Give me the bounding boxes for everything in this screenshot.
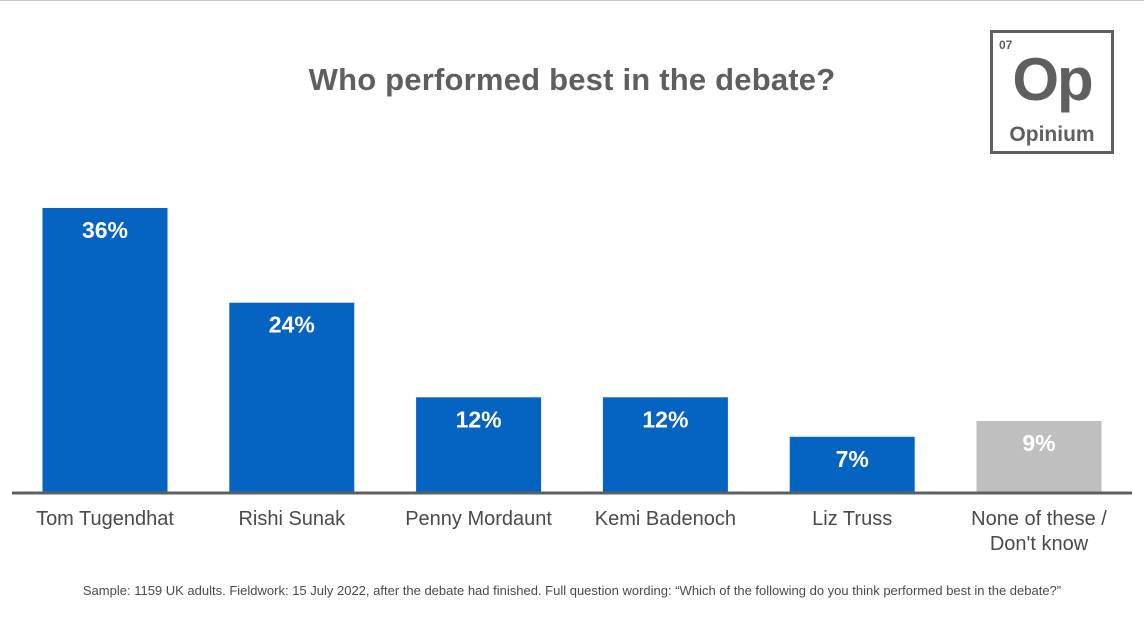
- chart-title: Who performed best in the debate?: [308, 62, 836, 97]
- bar: [602, 397, 728, 492]
- data-label: 24%: [269, 312, 315, 338]
- bar: [42, 208, 168, 492]
- category-label: Rishi Sunak: [238, 508, 346, 530]
- logo-symbol: Op: [1012, 46, 1093, 113]
- category-label: Liz Truss: [812, 508, 892, 530]
- category-label: Tom Tugendhat: [36, 508, 174, 530]
- opinium-logo: 07 Op Opinium: [990, 30, 1114, 154]
- data-label: 12%: [642, 406, 688, 432]
- category-label: None of these /: [971, 508, 1107, 530]
- data-label: 9%: [1022, 430, 1055, 456]
- logo-name: Opinium: [1009, 123, 1095, 146]
- category-label: Don't know: [990, 533, 1089, 555]
- bar: [416, 397, 542, 492]
- category-label: Penny Mordaunt: [405, 508, 552, 530]
- bar: [229, 302, 355, 492]
- footnote: Sample: 1159 UK adults. Fieldwork: 15 Ju…: [82, 583, 1062, 598]
- category-label: Kemi Badenoch: [595, 508, 736, 530]
- bar: [789, 436, 915, 492]
- data-label: 12%: [456, 406, 502, 432]
- data-label: 36%: [82, 217, 128, 243]
- top-rule: [0, 0, 1144, 1]
- logo-number: 07: [999, 38, 1013, 52]
- bar: [976, 421, 1102, 492]
- data-label: 7%: [836, 446, 869, 472]
